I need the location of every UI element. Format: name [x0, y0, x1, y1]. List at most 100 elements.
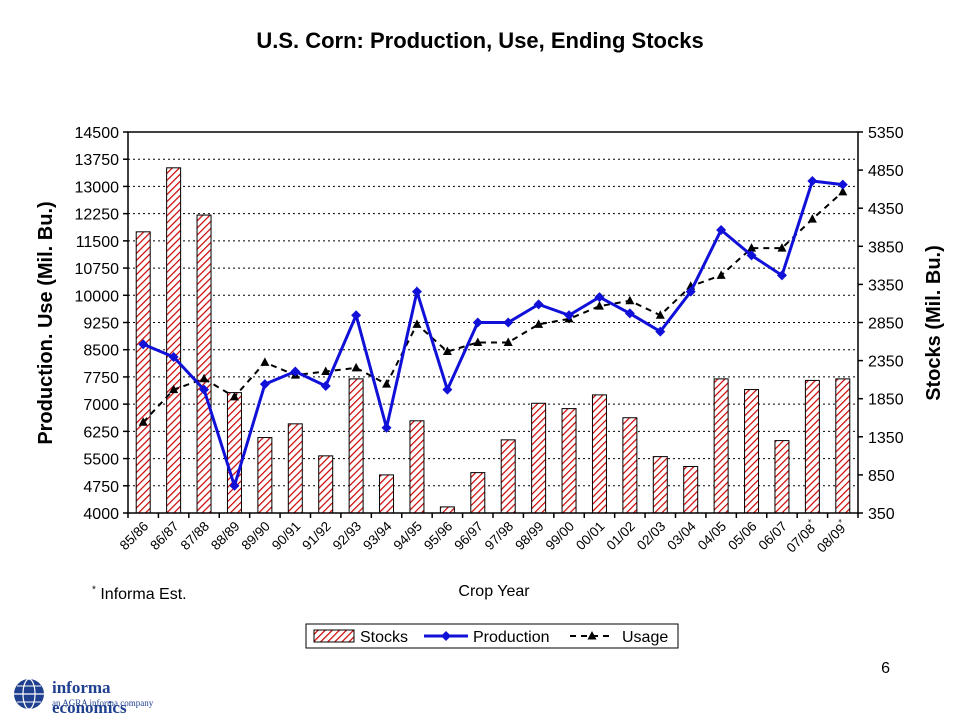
- right-tick-label: 350: [868, 506, 895, 523]
- x-axis-title: Crop Year: [458, 583, 530, 600]
- legend: Stocks Production Usage: [305, 623, 679, 649]
- legend-swatch-stocks: [313, 629, 355, 643]
- usage-point: [838, 186, 848, 196]
- x-tick-label: 01/02: [603, 519, 638, 554]
- footnote-text: Informa Est.: [95, 586, 187, 603]
- left-tick-label: 12250: [75, 207, 120, 224]
- right-tick-label: 3850: [868, 239, 904, 256]
- x-tick-label: 91/92: [299, 519, 334, 554]
- stocks-bar: [166, 167, 182, 514]
- axes: [123, 131, 863, 518]
- stocks-bar: [470, 472, 486, 514]
- stocks-bar: [348, 378, 364, 514]
- right-tick-label: 1850: [868, 392, 904, 409]
- stocks-bar: [226, 392, 242, 514]
- left-tick-label: 9250: [83, 316, 119, 333]
- production-point: [503, 317, 514, 328]
- logo-name: informa economics: [52, 678, 127, 717]
- x-tick-label: 99/00: [543, 519, 578, 554]
- x-tick-label: 86/87: [147, 519, 182, 554]
- left-tick-label: 13750: [75, 152, 120, 169]
- x-tick-label: 04/05: [695, 519, 730, 554]
- usage-point: [260, 357, 270, 366]
- production-point: [472, 317, 483, 328]
- x-tick-label: 89/90: [238, 519, 273, 554]
- usage-point: [321, 366, 331, 375]
- x-tick-label: 02/03: [634, 519, 669, 554]
- usage-point: [382, 379, 392, 388]
- x-tick-label: 85/86: [117, 519, 152, 554]
- production-point: [381, 422, 392, 433]
- x-tick-label: 03/04: [664, 518, 699, 553]
- left-tick-label: 7000: [83, 397, 119, 414]
- usage-point: [534, 319, 544, 328]
- x-tick-label: 00/01: [573, 519, 608, 554]
- legend-marker-production: [441, 631, 451, 641]
- logo-tagline: an AGRA informa company: [52, 698, 154, 708]
- x-tick-label: 07/08*: [782, 517, 821, 556]
- production-point: [594, 292, 605, 303]
- stocks-bar: [652, 456, 668, 514]
- x-tick-label: 96/97: [451, 519, 486, 554]
- usage-point: [229, 391, 239, 401]
- usage-line: [142, 191, 844, 423]
- stocks-bar: [591, 394, 607, 514]
- stocks-bar: [713, 378, 729, 514]
- stocks-bar: [804, 379, 820, 514]
- usage-point: [747, 243, 757, 252]
- x-tick-label: 90/91: [269, 519, 304, 554]
- x-tick-label: 05/06: [725, 519, 760, 554]
- stocks-bar: [287, 423, 303, 514]
- usage-point: [716, 270, 726, 279]
- stocks-bar: [135, 231, 151, 514]
- series-lines: [138, 175, 848, 491]
- left-tick-label: 8500: [83, 343, 119, 360]
- stocks-bar: [774, 440, 790, 514]
- usage-point: [503, 337, 513, 346]
- stocks-bar: [531, 402, 547, 514]
- production-point: [290, 366, 301, 377]
- usage-point: [473, 337, 483, 346]
- left-tick-label: 10750: [75, 261, 120, 278]
- footnote: * Informa Est.: [92, 585, 187, 604]
- production-point: [746, 250, 757, 261]
- right-tick-label: 1350: [868, 430, 904, 447]
- x-tick-label: 97/98: [482, 519, 517, 554]
- right-tick-label: 850: [868, 468, 895, 485]
- left-tick-label: 10000: [75, 288, 120, 305]
- stocks-bar: [409, 420, 425, 514]
- legend-box: [305, 623, 679, 649]
- left-axis-title: Production. Use (Mil. Bu.): [35, 201, 57, 444]
- stocks-bar: [500, 439, 516, 514]
- production-point: [442, 384, 453, 395]
- legend-label-production: Production: [473, 629, 550, 646]
- globe-icon: [14, 678, 44, 710]
- stocks-bar: [744, 389, 760, 514]
- page-number: 6: [881, 660, 890, 677]
- right-tick-label: 2850: [868, 316, 904, 333]
- production-point: [685, 286, 696, 297]
- usage-point: [625, 295, 635, 305]
- production-point: [168, 351, 179, 362]
- stocks-bars: [135, 167, 851, 514]
- x-tick-label: 88/89: [208, 519, 243, 554]
- right-tick-label: 5350: [868, 125, 904, 142]
- stocks-bar: [622, 417, 638, 514]
- x-tick-label: 94/95: [391, 519, 426, 554]
- left-tick-label: 4750: [83, 479, 119, 496]
- legend-marker-usage: [587, 631, 597, 640]
- right-tick-label: 3350: [868, 277, 904, 294]
- production-point: [716, 224, 727, 235]
- production-point: [624, 308, 635, 319]
- x-tick-label: 06/07: [756, 519, 791, 554]
- stocks-bar: [379, 474, 395, 514]
- right-tick-label: 2350: [868, 354, 904, 371]
- stocks-bar: [683, 466, 699, 514]
- right-axis-title: Stocks (Mil. Bu.): [923, 245, 945, 401]
- production-point: [533, 299, 544, 310]
- stocks-bar: [439, 506, 455, 514]
- left-tick-label: 11500: [76, 234, 119, 251]
- usage-point: [594, 301, 604, 310]
- left-tick-label: 14500: [75, 125, 120, 142]
- production-point: [199, 384, 210, 395]
